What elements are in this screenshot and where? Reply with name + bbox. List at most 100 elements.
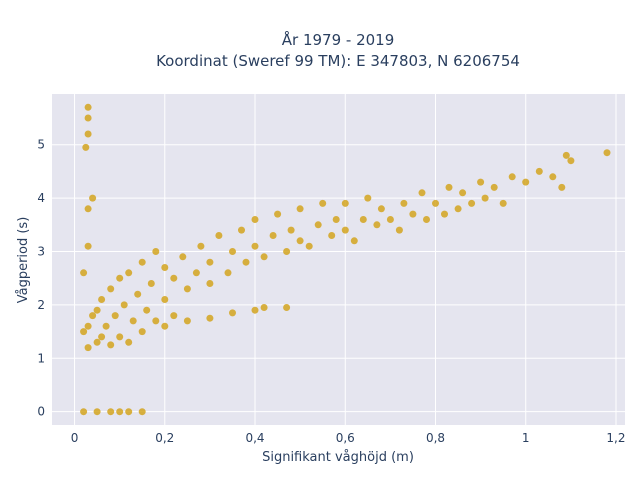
data-point <box>206 314 214 322</box>
data-point <box>98 296 106 303</box>
data-point <box>377 205 385 213</box>
data-point <box>454 205 462 213</box>
data-point <box>319 199 327 207</box>
data-point <box>508 173 516 181</box>
data-point <box>251 242 259 250</box>
data-point <box>432 199 439 207</box>
y-axis-ticks: 0 1 2 3 4 5 <box>37 138 45 419</box>
data-point <box>522 178 530 186</box>
data-point <box>82 143 90 151</box>
data-point <box>120 301 128 309</box>
x-tick-label: 0,8 <box>426 431 445 445</box>
x-tick-label: 0 <box>71 431 79 445</box>
data-point <box>152 248 160 255</box>
data-point <box>499 199 507 207</box>
data-point <box>84 344 92 352</box>
data-point <box>138 328 146 336</box>
data-point <box>116 333 124 341</box>
x-axis-label: Signifikant våghöjd (m) <box>262 450 414 465</box>
y-tick-label: 4 <box>37 191 45 205</box>
data-point <box>116 408 124 416</box>
y-tick-label: 0 <box>37 405 45 419</box>
data-point <box>481 194 489 202</box>
data-point <box>206 258 214 266</box>
data-point <box>269 232 277 239</box>
data-point <box>93 338 101 346</box>
data-point <box>84 205 92 213</box>
data-point <box>116 274 124 282</box>
data-point <box>161 296 169 303</box>
data-point <box>179 253 187 261</box>
data-point <box>359 216 367 223</box>
data-point <box>274 210 282 218</box>
data-point <box>138 408 146 416</box>
y-tick-label: 2 <box>37 298 45 312</box>
data-point <box>445 183 453 191</box>
data-point <box>93 306 101 314</box>
data-point <box>143 306 151 314</box>
data-point <box>296 205 304 213</box>
data-point <box>107 408 115 416</box>
data-point <box>477 178 485 186</box>
x-tick-label: 0,4 <box>245 431 264 445</box>
data-point <box>251 306 259 314</box>
data-point <box>549 173 557 181</box>
data-point <box>251 216 259 223</box>
data-point <box>314 221 322 229</box>
y-tick-label: 1 <box>37 351 45 365</box>
x-axis-ticks: 0 0,2 0,4 0,6 0,8 1 1,2 <box>71 431 626 445</box>
data-point <box>418 189 426 197</box>
data-point <box>125 408 133 416</box>
x-tick-label: 1,2 <box>606 431 625 445</box>
data-point <box>107 285 115 293</box>
data-point <box>409 210 417 218</box>
chart-title-line-2: Koordinat (Sweref 99 TM): E 347803, N 62… <box>156 52 520 70</box>
grid-lines <box>52 94 625 425</box>
data-point <box>84 103 92 111</box>
data-point <box>80 269 88 277</box>
x-tick-label: 0,2 <box>155 431 174 445</box>
data-point <box>305 242 313 250</box>
data-point <box>80 408 88 416</box>
data-point <box>395 226 403 234</box>
data-point <box>350 237 358 245</box>
data-point <box>111 312 119 320</box>
data-point <box>152 317 160 325</box>
data-point <box>129 317 137 325</box>
data-point <box>206 280 214 287</box>
data-point <box>490 183 498 191</box>
data-point <box>183 317 191 325</box>
data-point <box>535 167 543 175</box>
data-point <box>558 183 566 191</box>
data-point <box>224 269 232 277</box>
data-point <box>468 199 476 207</box>
y-tick-label: 3 <box>37 244 45 258</box>
data-point <box>89 312 97 320</box>
data-point <box>125 269 133 277</box>
x-tick-label: 1 <box>522 431 530 445</box>
data-point <box>459 189 467 197</box>
data-point <box>260 304 268 311</box>
data-point <box>84 322 92 330</box>
chart-title-line-1: År 1979 - 2019 <box>282 30 395 49</box>
data-point <box>238 226 245 234</box>
data-point <box>328 232 336 239</box>
data-point <box>562 151 570 159</box>
data-point <box>125 338 133 346</box>
data-point <box>102 322 110 330</box>
data-point <box>161 264 169 271</box>
data-point <box>423 216 430 223</box>
plot-background <box>52 94 625 425</box>
data-point <box>84 130 92 138</box>
data-point <box>341 199 349 207</box>
data-point <box>138 258 146 266</box>
data-point <box>441 210 448 218</box>
data-point <box>260 253 268 261</box>
data-point <box>229 248 236 255</box>
data-point <box>84 242 92 250</box>
data-point <box>93 408 101 416</box>
data-point <box>364 194 372 202</box>
data-point <box>183 285 191 293</box>
data-point <box>170 312 178 320</box>
